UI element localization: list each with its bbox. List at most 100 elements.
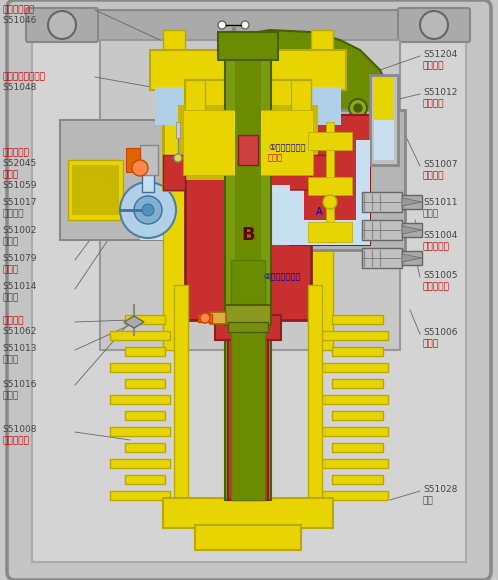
Text: S51016: S51016 [2, 380, 36, 389]
Polygon shape [402, 254, 422, 262]
Text: ②跳閘速度調節: ②跳閘速度調節 [263, 272, 300, 281]
Text: 泵電機: 泵電機 [2, 237, 18, 246]
Circle shape [349, 99, 367, 117]
Bar [176, 122, 180, 138]
Bar [110, 427, 170, 436]
Text: A: A [316, 207, 322, 217]
Circle shape [132, 160, 148, 176]
Text: S51005: S51005 [423, 271, 458, 280]
Text: S51017: S51017 [2, 198, 36, 207]
Bar [285, 110, 405, 250]
Bar [155, 87, 341, 125]
Bar [362, 192, 402, 212]
Text: 跳閘電磁閥: 跳閘電磁閥 [423, 282, 450, 291]
Bar [374, 78, 394, 120]
Text: 液壓泵: 液壓泵 [2, 293, 18, 302]
Bar [332, 347, 383, 356]
Text: S51007: S51007 [423, 160, 458, 169]
Circle shape [174, 154, 182, 162]
Text: 工作活塞: 工作活塞 [423, 99, 445, 108]
Bar [125, 443, 165, 452]
Text: S51204: S51204 [423, 50, 457, 59]
Bar [140, 145, 158, 175]
Bar [215, 315, 281, 340]
Bar [326, 122, 334, 242]
Polygon shape [402, 226, 422, 234]
Circle shape [48, 11, 76, 39]
Bar [231, 260, 265, 500]
Text: S51006: S51006 [423, 328, 458, 337]
Bar [238, 135, 258, 165]
Circle shape [134, 196, 162, 224]
Text: 濾油調節: 濾油調節 [2, 209, 23, 218]
Bar [255, 185, 290, 245]
Bar [362, 248, 402, 268]
Text: 壓力安全栓: 壓力安全栓 [2, 148, 29, 157]
Bar [110, 459, 170, 468]
Text: 彈簧行程輔助接點: 彈簧行程輔助接點 [2, 72, 45, 81]
Circle shape [142, 204, 154, 216]
Text: S51028: S51028 [423, 485, 457, 494]
Bar [210, 312, 226, 324]
Circle shape [354, 104, 362, 112]
Text: 轉換閥: 轉換閥 [423, 339, 439, 348]
Polygon shape [248, 150, 285, 185]
Text: S51013: S51013 [2, 344, 36, 353]
Text: S51048: S51048 [2, 83, 36, 92]
Bar [308, 132, 352, 150]
Bar [185, 80, 311, 125]
Bar [308, 222, 352, 242]
Bar [150, 50, 346, 90]
Bar [163, 30, 185, 350]
Text: S51014: S51014 [2, 282, 36, 291]
Bar [291, 80, 311, 125]
Bar [163, 100, 333, 190]
Bar [125, 475, 165, 484]
Polygon shape [124, 316, 144, 328]
Bar [174, 285, 188, 500]
Bar [322, 491, 388, 500]
Text: 外殼: 外殼 [423, 496, 434, 505]
Bar [332, 315, 383, 324]
Bar [308, 285, 322, 500]
Bar [322, 427, 388, 436]
Bar [402, 195, 422, 209]
Text: S51008: S51008 [2, 425, 36, 434]
Bar [125, 411, 165, 420]
Text: 圓盤彈簧組: 圓盤彈簧組 [2, 436, 29, 445]
Bar [255, 110, 290, 190]
Text: 堵塞栓: 堵塞栓 [2, 391, 18, 400]
Bar [183, 110, 313, 175]
Bar [126, 148, 140, 172]
Text: S52045: S52045 [2, 159, 36, 168]
Circle shape [323, 195, 337, 209]
Bar [311, 30, 333, 350]
Bar [402, 251, 422, 265]
Polygon shape [245, 155, 311, 190]
Bar [332, 379, 383, 388]
Bar [110, 395, 170, 404]
FancyBboxPatch shape [398, 8, 470, 42]
Text: ①合閘速度調節: ①合閘速度調節 [268, 142, 305, 151]
Bar [402, 223, 422, 237]
Bar [110, 363, 170, 372]
Bar [110, 331, 170, 340]
Bar [370, 75, 398, 165]
Circle shape [420, 11, 448, 39]
Text: 排油閥: 排油閥 [2, 355, 18, 364]
Bar [50, 10, 448, 40]
Bar [125, 315, 165, 324]
Polygon shape [402, 198, 422, 206]
Text: S51002: S51002 [2, 226, 36, 235]
Text: 儲能活塞: 儲能活塞 [423, 171, 445, 180]
Bar [60, 120, 195, 240]
Text: S51059: S51059 [2, 181, 36, 190]
Bar [225, 40, 271, 500]
Bar [362, 220, 402, 240]
Bar [311, 155, 333, 190]
Bar [198, 314, 212, 322]
Bar [290, 220, 370, 245]
Text: S51011: S51011 [423, 198, 458, 207]
Bar [235, 40, 261, 500]
Bar [290, 140, 304, 220]
